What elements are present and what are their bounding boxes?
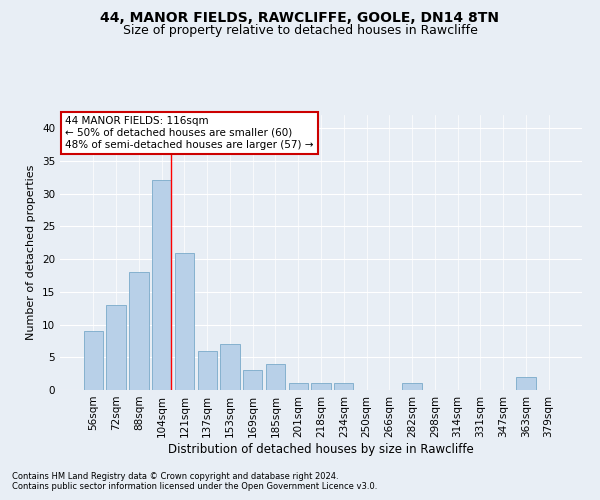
- Text: 44 MANOR FIELDS: 116sqm
← 50% of detached houses are smaller (60)
48% of semi-de: 44 MANOR FIELDS: 116sqm ← 50% of detache…: [65, 116, 314, 150]
- Bar: [220, 344, 239, 390]
- Bar: [152, 180, 172, 390]
- Text: 44, MANOR FIELDS, RAWCLIFFE, GOOLE, DN14 8TN: 44, MANOR FIELDS, RAWCLIFFE, GOOLE, DN14…: [101, 11, 499, 25]
- Y-axis label: Number of detached properties: Number of detached properties: [26, 165, 37, 340]
- Text: Size of property relative to detached houses in Rawcliffe: Size of property relative to detached ho…: [122, 24, 478, 37]
- Text: Distribution of detached houses by size in Rawcliffe: Distribution of detached houses by size …: [168, 442, 474, 456]
- Bar: [175, 252, 194, 390]
- Bar: [197, 350, 217, 390]
- Bar: [289, 384, 308, 390]
- Bar: [84, 331, 103, 390]
- Bar: [129, 272, 149, 390]
- Bar: [106, 305, 126, 390]
- Bar: [266, 364, 285, 390]
- Bar: [311, 384, 331, 390]
- Bar: [516, 377, 536, 390]
- Bar: [403, 384, 422, 390]
- Text: Contains HM Land Registry data © Crown copyright and database right 2024.: Contains HM Land Registry data © Crown c…: [12, 472, 338, 481]
- Bar: [334, 384, 353, 390]
- Text: Contains public sector information licensed under the Open Government Licence v3: Contains public sector information licen…: [12, 482, 377, 491]
- Bar: [243, 370, 262, 390]
